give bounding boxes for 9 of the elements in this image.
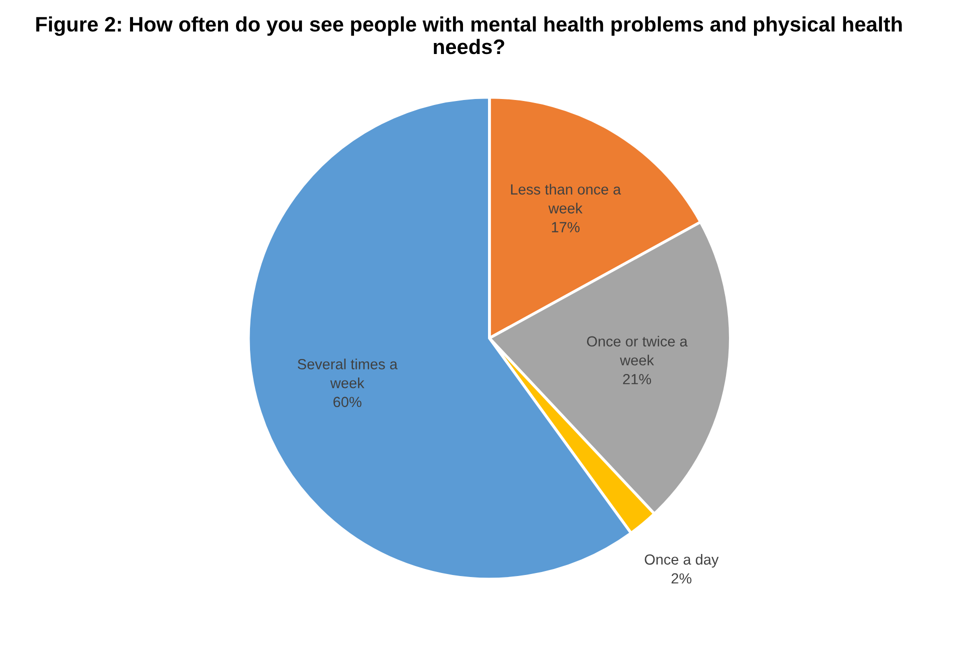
data-label: 2%: [672, 573, 692, 584]
slice-label: Several times a week: [298, 358, 398, 388]
data-label: 60%: [333, 396, 362, 408]
chart-title: Figure 2: How often do you see people with mental health problems and physical health needs?: [36, 16, 902, 54]
slice-label: Less than once a week: [511, 184, 621, 214]
slice-label: Once or twice a week: [586, 336, 688, 366]
data-label: 21%: [623, 374, 652, 384]
slice-label: Once a day: [644, 554, 719, 568]
data-label: 17%: [552, 222, 580, 232]
